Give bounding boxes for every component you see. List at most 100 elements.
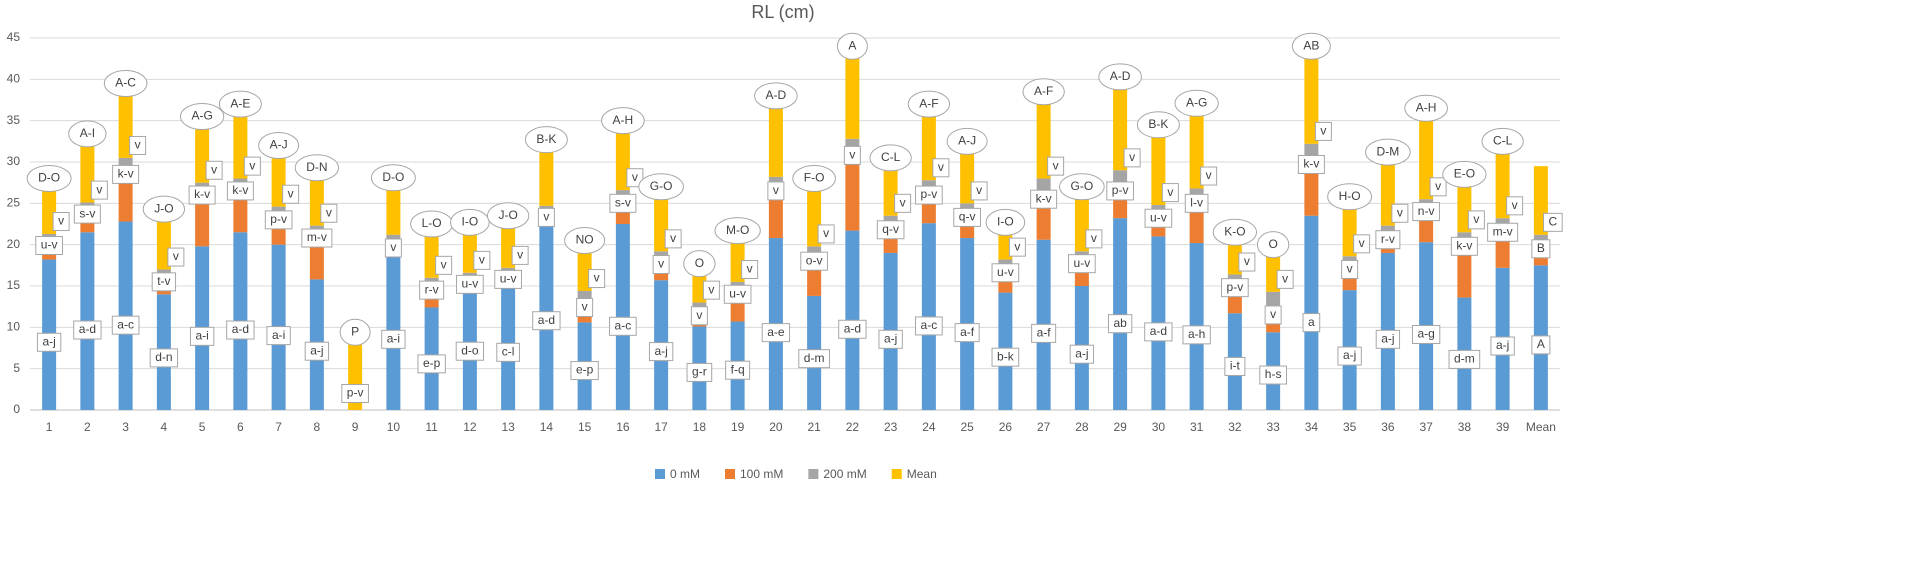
annotation-box <box>843 145 861 165</box>
bar-segment <box>1113 218 1128 410</box>
annotation-ellipse <box>26 165 72 193</box>
annotation-label: K-O <box>1224 224 1245 238</box>
annotation-label: v <box>249 158 255 172</box>
annotation-label: v <box>747 262 753 276</box>
annotation-box <box>417 354 446 374</box>
annotation-label: u-v <box>1150 210 1167 224</box>
annotation-ellipse <box>524 126 568 154</box>
annotation-box <box>876 220 905 240</box>
annotation-label: a-c <box>117 317 134 331</box>
annotation-box <box>129 135 147 155</box>
annotation-box <box>932 158 950 178</box>
x-tick-label: 36 <box>1381 420 1395 434</box>
annotation-ellipse <box>1291 32 1331 60</box>
annotation-box <box>537 207 555 227</box>
bar-segment <box>539 211 554 410</box>
annotation-label: p-v <box>921 187 938 201</box>
bar-segment <box>998 259 1013 265</box>
annotation-ellipse <box>1365 138 1411 166</box>
annotation-label: v <box>1270 307 1276 321</box>
annotation-label: B-K <box>536 132 556 146</box>
annotation-label: r-v <box>425 282 439 296</box>
x-tick-label: 22 <box>846 420 860 434</box>
annotation-label: v <box>1359 236 1365 250</box>
bar-segment <box>156 269 171 274</box>
bar-segment <box>615 190 630 196</box>
annotation-box <box>90 180 108 200</box>
annotation-box <box>149 348 179 368</box>
x-tick-label: 16 <box>616 420 630 434</box>
bar-segment <box>577 290 592 300</box>
x-tick-label: 7 <box>275 420 282 434</box>
annotation-ellipse <box>142 195 186 223</box>
annotation-box <box>494 269 522 289</box>
annotation-ellipse <box>1256 231 1290 259</box>
annotation-box <box>702 280 720 300</box>
annotation-box <box>167 247 185 267</box>
annotation-label: C-L <box>881 150 901 164</box>
legend-label: 0 mM <box>670 467 700 481</box>
annotation-box <box>576 297 594 317</box>
annotation-label: t-v <box>157 274 170 288</box>
annotation-box <box>496 342 520 362</box>
annotation-box <box>320 203 338 223</box>
x-tick-label: 37 <box>1419 420 1433 434</box>
annotation-label: a-i <box>272 328 285 342</box>
annotation-box <box>341 383 369 403</box>
annotation-label: J-O <box>498 208 517 222</box>
annotation-label: p-v <box>1227 280 1244 294</box>
annotation-label: v <box>670 231 676 245</box>
bar-segment <box>386 234 401 240</box>
annotation-label: a-c <box>921 318 938 332</box>
annotation-label: a-j <box>1381 331 1394 345</box>
annotation-box <box>1337 346 1362 366</box>
annotation-label: I-O <box>997 215 1014 229</box>
annotation-label: C-L <box>1493 134 1513 148</box>
annotation-ellipse <box>294 154 340 182</box>
x-tick-label: 3 <box>122 420 129 434</box>
annotation-label: a-j <box>1496 338 1509 352</box>
annotation-box <box>800 251 828 271</box>
annotation-label: k-v <box>194 187 210 201</box>
annotation-label: e-p <box>423 356 441 370</box>
annotation-ellipse <box>683 250 716 278</box>
annotation-box <box>1047 156 1065 176</box>
bar-segment <box>807 246 822 253</box>
annotation-box <box>652 255 670 275</box>
annotation-box <box>455 341 485 361</box>
annotation-box <box>664 229 682 249</box>
annotation-box <box>970 181 988 201</box>
annotation-label: D-M <box>1377 144 1400 158</box>
annotation-ellipse <box>1136 111 1180 139</box>
x-tick-label: 35 <box>1343 420 1357 434</box>
annotation-ellipse <box>714 217 761 245</box>
annotation-label: I-O <box>462 215 479 229</box>
y-tick-label: 10 <box>7 320 21 334</box>
x-tick-label: 10 <box>387 420 401 434</box>
annotation-box <box>741 259 759 279</box>
annotation-label: o-v <box>806 253 823 267</box>
annotation-ellipse <box>258 131 300 159</box>
annotation-ellipse <box>1022 78 1065 106</box>
annotation-label: v <box>1206 168 1212 182</box>
bar-segment <box>1266 291 1281 307</box>
annotation-label: A-G <box>191 109 212 123</box>
legend-swatch <box>655 469 665 479</box>
annotation-label: v <box>1320 124 1326 138</box>
annotation-label: v <box>1129 150 1135 164</box>
annotation-label: u-v <box>41 238 58 252</box>
annotation-label: v <box>543 210 549 224</box>
annotation-label: v <box>441 258 447 272</box>
x-tick-label: 11 <box>425 420 438 434</box>
annotation-box <box>1123 148 1141 168</box>
bar-segment <box>845 50 860 139</box>
annotation-label: a-e <box>767 325 785 339</box>
annotation-box <box>1314 121 1332 141</box>
annotation-box <box>1429 177 1447 197</box>
annotation-ellipse <box>754 82 798 110</box>
bar-segment <box>1419 199 1434 204</box>
annotation-box <box>626 168 644 188</box>
annotation-label: a <box>1308 315 1315 329</box>
annotation-box <box>304 341 330 361</box>
annotation-label: D-O <box>38 171 60 185</box>
